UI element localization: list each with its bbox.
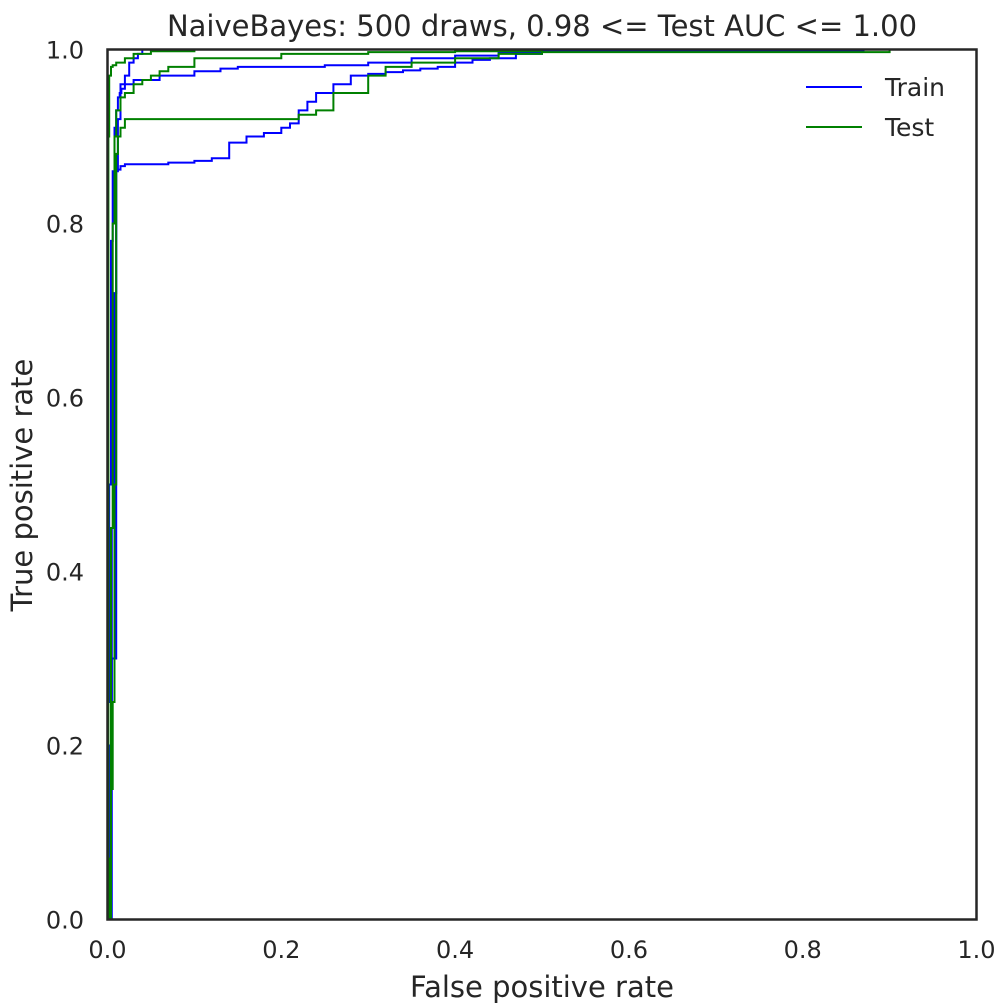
legend-label-test: Test xyxy=(884,113,934,142)
series-line-test-5 xyxy=(107,49,543,921)
y-tick-label: 1.0 xyxy=(46,37,84,65)
legend-label-train: Train xyxy=(884,73,945,102)
y-tick-label: 0.6 xyxy=(46,385,84,413)
x-tick-labels: 0.0 0.2 0.4 0.6 0.8 1.0 xyxy=(88,936,995,964)
y-tick-labels: 0.0 0.2 0.4 0.6 0.8 1.0 xyxy=(46,37,84,935)
x-tick-label: 0.4 xyxy=(436,936,474,964)
series-line-train-3 xyxy=(107,49,587,921)
x-tick-label: 0.8 xyxy=(784,936,822,964)
y-tick-label: 0.0 xyxy=(46,907,84,935)
y-tick-label: 0.8 xyxy=(46,211,84,239)
series-layer xyxy=(106,48,891,921)
legend: Train Test xyxy=(806,73,945,142)
y-tick-label: 0.4 xyxy=(46,559,84,587)
y-axis-label: True positive rate xyxy=(5,359,39,613)
x-tick-label: 0.6 xyxy=(610,936,648,964)
x-axis-label: False positive rate xyxy=(410,970,674,1004)
plot-frame xyxy=(106,48,978,921)
series-line-test-4 xyxy=(107,49,891,921)
series-line-test-6 xyxy=(107,48,890,921)
x-tick-label: 0.2 xyxy=(262,936,300,964)
chart-title: NaiveBayes: 500 draws, 0.98 <= Test AUC … xyxy=(167,9,917,43)
y-tick-label: 0.2 xyxy=(46,733,84,761)
x-tick-label: 0.0 xyxy=(88,936,126,964)
x-tick-label: 1.0 xyxy=(957,936,995,964)
